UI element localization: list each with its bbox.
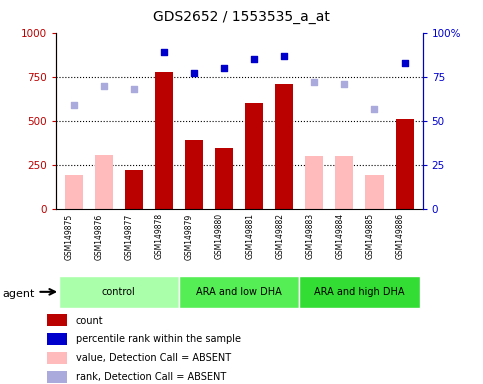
Bar — [47, 352, 67, 364]
Text: rank, Detection Call = ABSENT: rank, Detection Call = ABSENT — [75, 372, 226, 382]
Bar — [305, 156, 323, 209]
Text: agent: agent — [2, 289, 35, 299]
Text: ARA and high DHA: ARA and high DHA — [314, 287, 405, 297]
Bar — [185, 141, 203, 209]
Bar — [215, 148, 233, 209]
Text: count: count — [75, 316, 103, 326]
Text: GSM149885: GSM149885 — [366, 213, 374, 260]
Bar — [245, 103, 263, 209]
Point — [311, 79, 318, 85]
Text: GSM149879: GSM149879 — [185, 213, 194, 260]
Point — [190, 70, 198, 76]
Text: percentile rank within the sample: percentile rank within the sample — [75, 334, 241, 344]
Bar — [95, 154, 113, 209]
Point — [401, 60, 409, 66]
Text: GSM149875: GSM149875 — [65, 213, 73, 260]
Text: GSM149882: GSM149882 — [275, 213, 284, 259]
Text: GSM149876: GSM149876 — [95, 213, 104, 260]
Point — [130, 86, 138, 92]
Text: GSM149886: GSM149886 — [396, 213, 405, 260]
Text: GSM149877: GSM149877 — [125, 213, 134, 260]
Bar — [335, 156, 354, 209]
Text: value, Detection Call = ABSENT: value, Detection Call = ABSENT — [75, 353, 231, 364]
Text: GSM149884: GSM149884 — [335, 213, 344, 260]
Point — [100, 83, 108, 89]
Point — [250, 56, 258, 62]
Point — [370, 106, 378, 112]
FancyBboxPatch shape — [179, 276, 299, 308]
FancyBboxPatch shape — [58, 276, 179, 308]
Point — [280, 53, 288, 59]
Text: control: control — [102, 287, 136, 297]
Bar — [275, 84, 293, 209]
Bar — [65, 175, 83, 209]
Bar — [47, 314, 67, 326]
Text: GSM149878: GSM149878 — [155, 213, 164, 260]
Point — [220, 65, 228, 71]
Bar — [396, 119, 413, 209]
Bar — [125, 170, 143, 209]
Text: ARA and low DHA: ARA and low DHA — [196, 287, 282, 297]
Point — [341, 81, 348, 87]
Text: GSM149883: GSM149883 — [305, 213, 314, 260]
Bar — [366, 175, 384, 209]
Text: GDS2652 / 1553535_a_at: GDS2652 / 1553535_a_at — [153, 10, 330, 23]
Point — [160, 49, 168, 55]
FancyBboxPatch shape — [299, 276, 420, 308]
Bar — [47, 333, 67, 344]
Bar — [155, 71, 173, 209]
Text: GSM149880: GSM149880 — [215, 213, 224, 260]
Text: GSM149881: GSM149881 — [245, 213, 254, 259]
Point — [70, 102, 77, 108]
Bar — [47, 371, 67, 382]
